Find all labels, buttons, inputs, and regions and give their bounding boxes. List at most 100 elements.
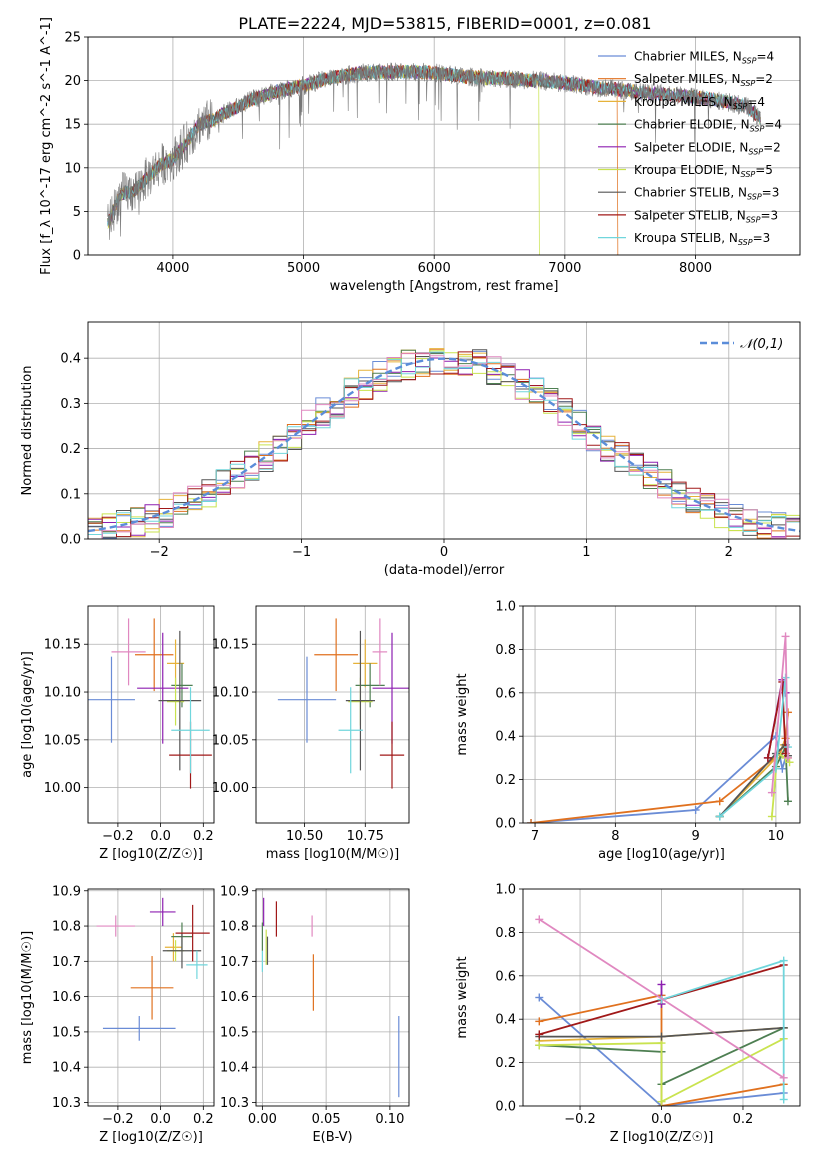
errorbar-point: [111, 618, 146, 686]
panel-mass-weight-vs-age: 7 8 9 10 0.0 0.2 0.4 0.6 0.8 1.0 age [log10(age/yr…: [455, 600, 801, 862]
y-tick-label: 0: [73, 249, 81, 264]
series-line: [539, 1037, 785, 1104]
axes-frame: [255, 605, 410, 824]
x-tick-label: 0.05: [312, 1112, 341, 1127]
x-tick-label: −0.2: [102, 829, 134, 844]
y-tick-label: 0.3: [60, 397, 81, 412]
gridlines: [256, 889, 409, 1106]
y-tick-label: 10.15: [212, 638, 249, 653]
y-tick-label: 10.4: [220, 1061, 249, 1076]
legend-label-sub: SSP: [746, 215, 761, 224]
x-tick-label: 6000: [418, 261, 451, 276]
legend-label-text: Chabrier STELIB, N: [634, 186, 747, 200]
axes-frame: [522, 888, 801, 1107]
y-tick-label: 10.10: [44, 686, 81, 701]
y-axis-label: Normed distribution: [20, 366, 35, 496]
x-axis-label: E(B-V): [312, 1130, 352, 1145]
histogram-steps: [88, 353, 800, 539]
y-tick-label: 0.8: [495, 926, 516, 941]
legend-label-text: Kroupa ELODIE, N: [634, 163, 741, 177]
y-tick-label: 0.2: [60, 442, 81, 457]
x-axis-label: wavelength [Angstrom, rest frame]: [330, 279, 559, 294]
errorbar-point: [277, 656, 337, 743]
legend-label-value: =2: [763, 140, 781, 154]
ticks: 7 8 9 10 0.0 0.2 0.4 0.6 0.8 1.0: [495, 600, 784, 845]
y-tick-label: 0.4: [60, 352, 81, 367]
x-axis-label: mass [log10(M/M☉)]: [266, 847, 399, 862]
legend-label: Kroupa STELIB, NSSP=3: [634, 231, 770, 247]
y-tick-label: 10.8: [52, 920, 81, 935]
weight-series: [527, 708, 792, 823]
legend-label-sub: SSP: [741, 79, 756, 88]
errorbar-point: [134, 618, 174, 692]
legend-label-text: Salpeter STELIB, N: [634, 208, 746, 222]
axes-frame: [87, 888, 215, 1107]
y-tick-label: 10.5: [220, 1025, 249, 1040]
y-tick-label: 0.2: [495, 773, 516, 788]
ticks: −2 −1 0 1 2 0.0 0.1 0.2 0.3 0.4: [60, 352, 733, 560]
errorbar-point: [96, 915, 135, 937]
panel-mass-vs-metallicity: −0.2 0.0 0.2 10.3 10.4 10.5 10.6 10.7 10.8 10.9 Z …: [20, 884, 215, 1145]
y-tick-label: 0.8: [495, 643, 516, 658]
y-tick-label: 10.6: [220, 990, 249, 1005]
y-tick-label: 0.0: [495, 1100, 516, 1115]
x-tick-label: 7: [531, 829, 539, 844]
axes-frame: [87, 36, 801, 256]
errorbar-point: [102, 1016, 176, 1041]
x-tick-label: 0.2: [193, 1112, 214, 1127]
y-tick-label: 1.0: [495, 600, 516, 615]
errorbar-point: [158, 630, 202, 771]
y-tick-label: 10.9: [220, 884, 249, 899]
errorbar-point: [171, 687, 210, 774]
y-tick-label: 0.0: [60, 533, 81, 548]
y-tick-label: 15: [64, 118, 81, 133]
plot-area: [256, 889, 409, 1106]
y-tick-label: 10.5: [52, 1025, 81, 1040]
x-tick-label: 10: [768, 829, 785, 844]
errorbar-point: [379, 721, 405, 789]
gridlines: [88, 606, 214, 823]
x-tick-label: 0.0: [150, 1112, 171, 1127]
x-axis-label: (data-model)/error: [384, 563, 505, 578]
plot-area: [88, 322, 800, 539]
gridlines: [88, 889, 214, 1106]
x-tick-label: −1: [292, 545, 311, 560]
y-tick-label: 20: [64, 74, 81, 89]
y-tick-label: 10: [64, 161, 81, 176]
y-tick-label: 10.3: [220, 1096, 249, 1111]
y-axis-label: mass weight: [455, 673, 470, 755]
weight-series: [657, 956, 788, 1104]
y-tick-label: 10.4: [52, 1061, 81, 1076]
y-tick-label: 0.1: [60, 487, 81, 502]
y-axis-label: mass [log10(M/M☉)]: [20, 931, 35, 1064]
y-tick-label: 0.4: [495, 1013, 516, 1028]
legend-label: Chabrier MILES, NSSP=4: [634, 50, 774, 66]
legend-label: Chabrier ELODIE, NSSP=4: [634, 118, 782, 134]
errorbar-point: [137, 632, 189, 744]
observed-spectrum-line: [107, 62, 761, 240]
y-tick-label: 10.7: [52, 955, 81, 970]
x-tick-label: 1: [582, 545, 590, 560]
panel-age-vs-metallicity: −0.2 0.0 0.2 10.00 10.05 10.10 10.15 Z [log10(Z…: [20, 605, 215, 862]
weight-series: [535, 1034, 788, 1106]
x-tick-label: 4000: [156, 261, 189, 276]
y-tick-label: 25: [64, 31, 81, 46]
x-tick-label: 9: [691, 829, 699, 844]
legend-label-text: Salpeter MILES, N: [634, 72, 741, 86]
errorbar-point: [88, 656, 135, 743]
errorbar-point: [167, 677, 185, 726]
axes-frame: [255, 888, 410, 1107]
axes-frame: [87, 321, 801, 540]
legend-label-sub: SSP: [748, 147, 763, 156]
ticks: −0.2 0.0 0.2 0.0 0.2 0.4 0.6 0.8 1.0: [495, 883, 753, 1128]
series-line: [538, 996, 784, 1106]
y-tick-label: 10.10: [212, 686, 249, 701]
legend-label-value: =3: [760, 208, 778, 222]
errorbar-point: [171, 663, 193, 708]
y-tick-label: 10.3: [52, 1096, 81, 1111]
x-tick-label: 7000: [548, 261, 581, 276]
legend-label-text: Kroupa MILES, N: [634, 95, 733, 109]
errorbar-point: [314, 618, 358, 692]
y-tick-label: 0.4: [495, 730, 516, 745]
panel-mass-vs-extinction: 0.00 0.05 0.10 10.3 10.4 10.5 10.6 10.7 10.8 10.9…: [220, 884, 410, 1145]
